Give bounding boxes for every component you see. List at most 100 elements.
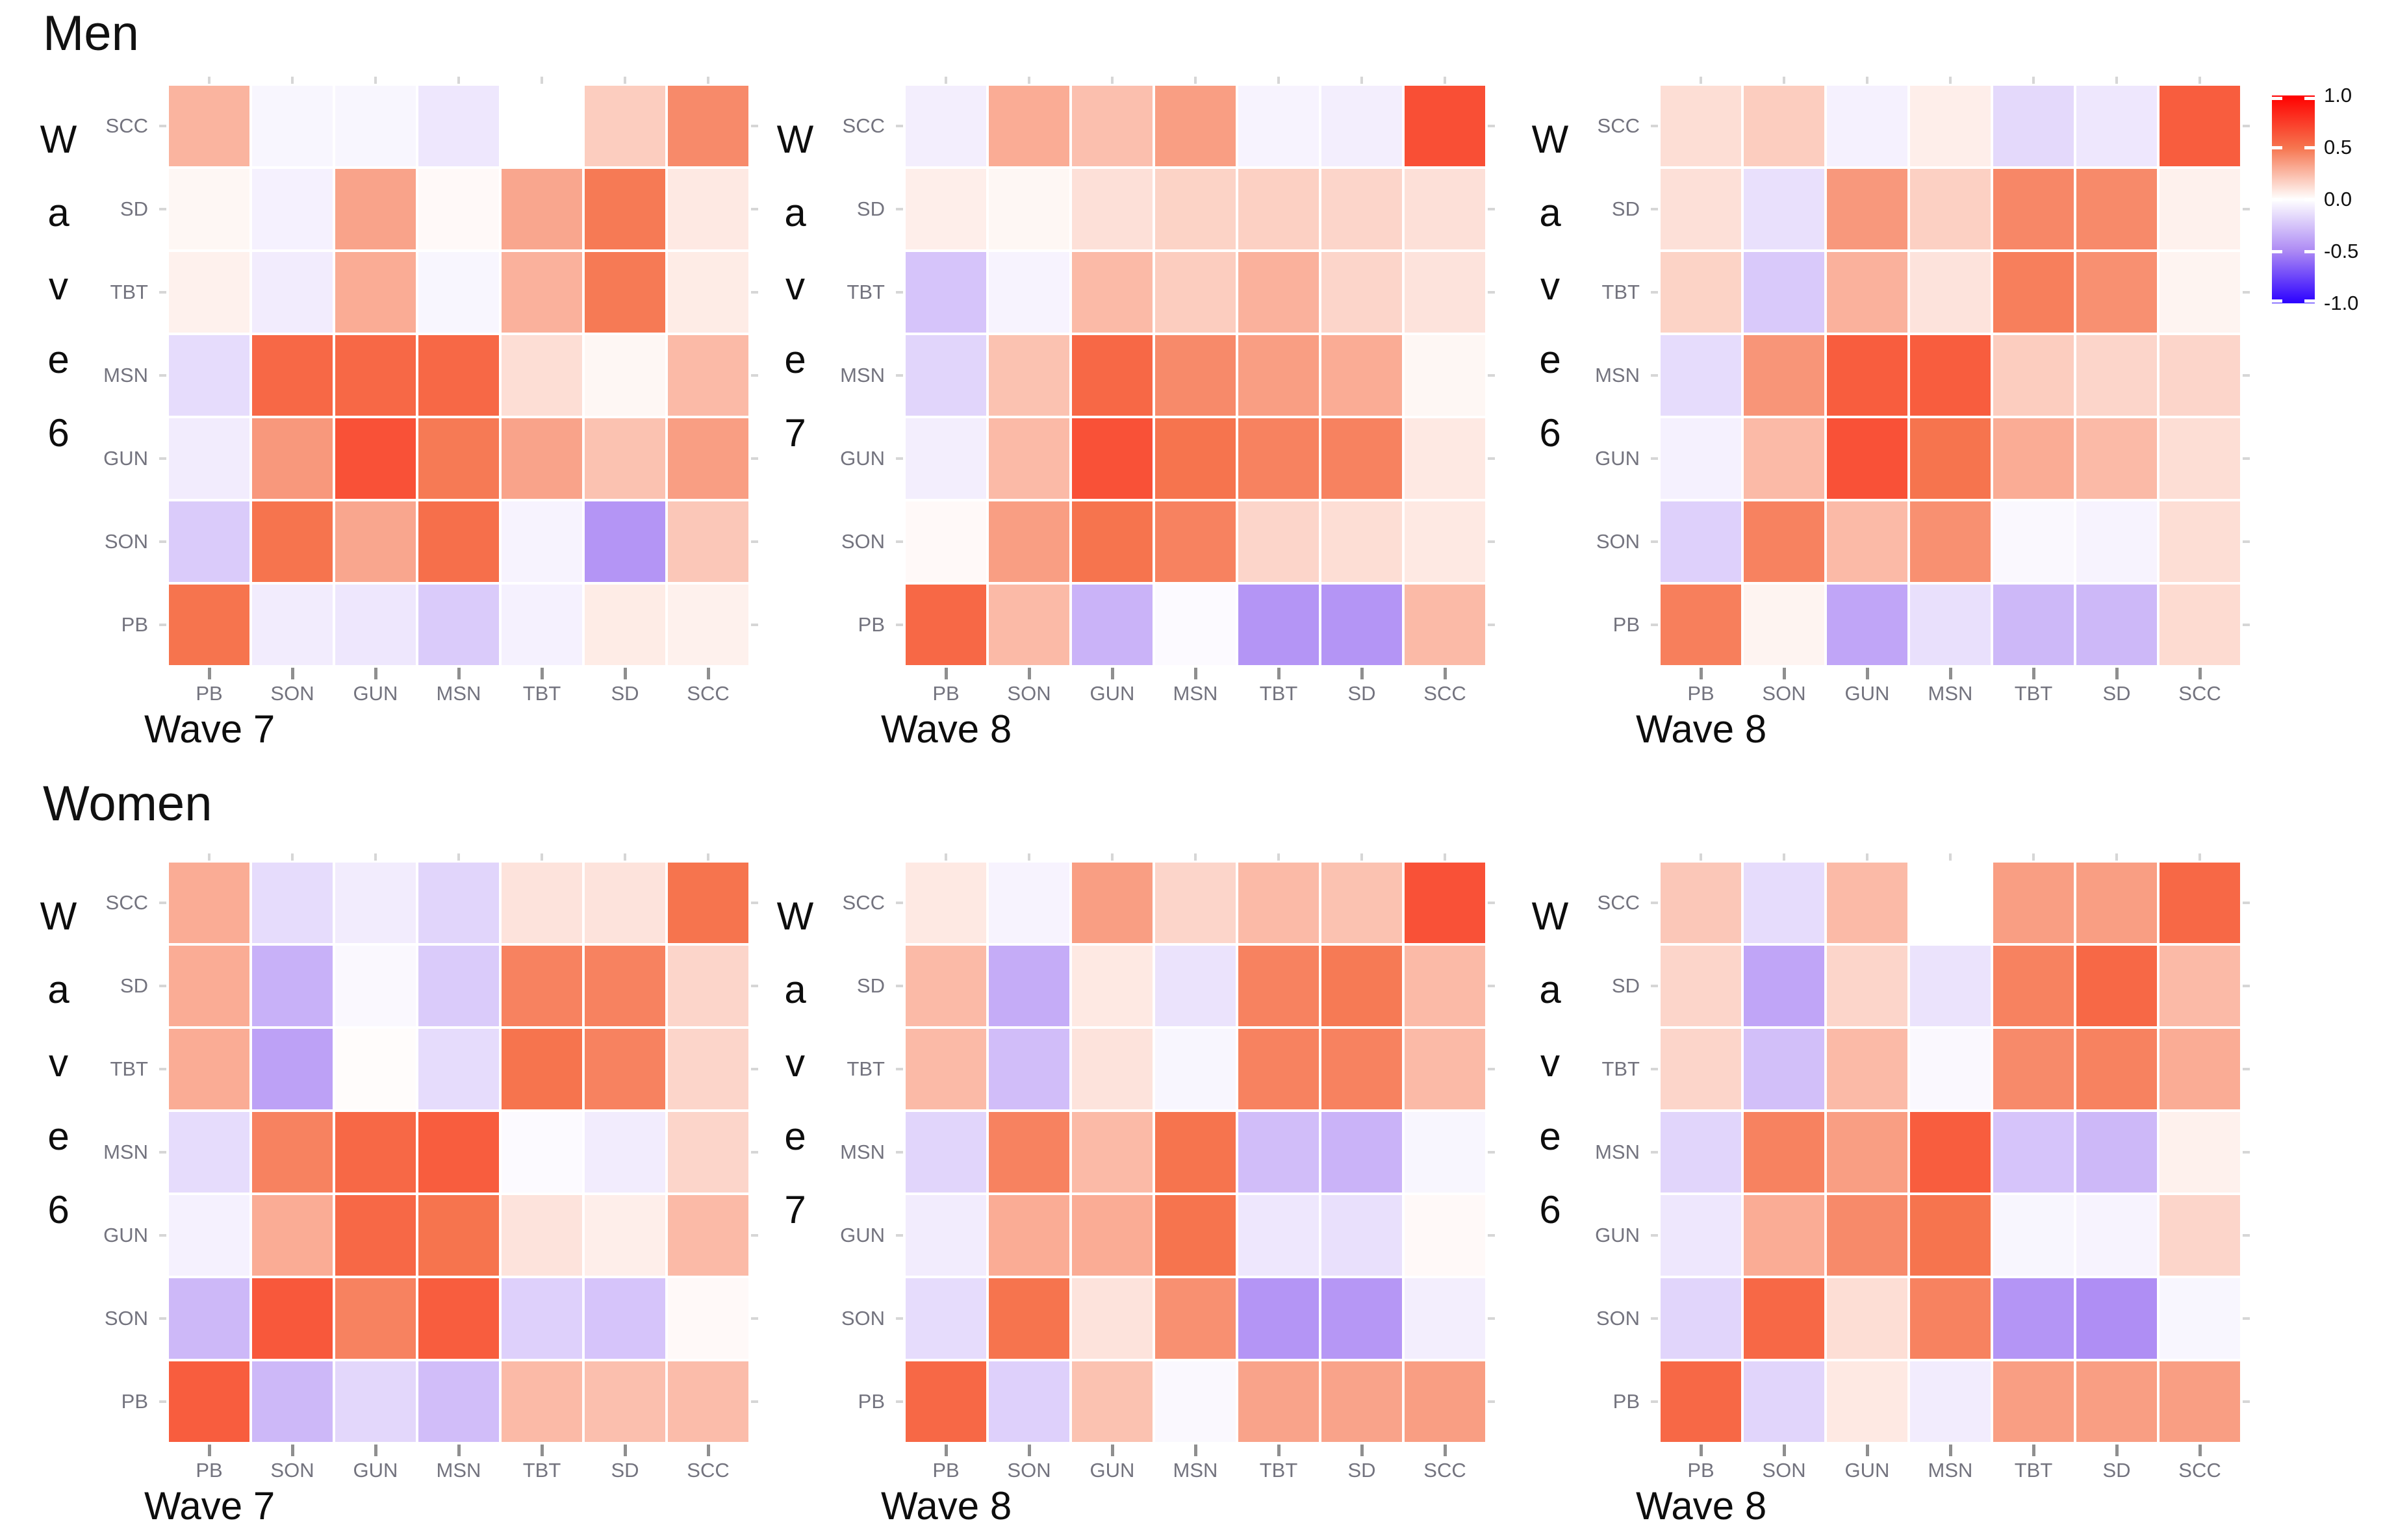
x-tick-label-sd: SD [1347,682,1376,705]
heatmap-cell [418,501,499,582]
heatmap-cell [2076,169,2157,249]
heatmap-cell [2076,1195,2157,1276]
x-tick-label-son: SON [1007,682,1051,705]
heatmap-cell [906,946,986,1026]
heatmap-cell [906,1361,986,1442]
heatmap-cell [1827,1112,1907,1193]
heatmap-cell [1072,335,1153,416]
heatmap-cell [169,863,249,943]
heatmap-cell [1744,1112,1824,1193]
y-tick-label-son: SON [841,530,885,553]
heatmap-cell [1405,1029,1485,1109]
heatmap-cell [335,946,416,1026]
heatmap-cell [252,946,333,1026]
heatmap-cell [252,1278,333,1359]
heatmap-cell [1321,585,1402,665]
axis-tick-mark [751,624,758,626]
heatmap-cell [252,863,333,943]
heatmap-cell [169,169,249,249]
heatmap-cell [1827,863,1907,943]
section-title-men: Men [43,6,139,61]
heatmap-cell [252,585,333,665]
heatmap-cell [2076,1361,2157,1442]
heatmap-cell [1155,946,1236,1026]
axis-tick-mark [541,853,543,861]
y-tick-label-pb: PB [121,1390,148,1413]
axis-tick-mark [945,77,947,84]
heatmap-cell [906,1112,986,1193]
y-axis-wave-letter: W [776,118,814,161]
axis-tick-mark [1488,1234,1495,1237]
x-tick-label-gun: GUN [1090,1459,1135,1482]
axis-tick-mark [624,1445,627,1456]
heatmap-cell [1661,86,1741,166]
axis-tick-mark [1651,540,1658,543]
axis-tick-mark [1866,853,1868,861]
axis-tick-mark [1651,1234,1658,1237]
heatmap-cell [1155,1278,1236,1359]
heatmap-cell [502,863,582,943]
heatmap-cell [2076,585,2157,665]
axis-tick-mark [1111,77,1114,84]
axis-tick-mark [1111,853,1114,861]
axis-tick-mark [707,853,709,861]
x-axis-wave-label: Wave 8 [1636,1484,1767,1528]
heatmap-cell [502,1112,582,1193]
axis-tick-mark [896,1317,903,1320]
heatmap-cell [989,946,1069,1026]
axis-tick-mark [945,668,948,679]
heatmap-cell [1827,1195,1907,1276]
heatmap-cell [1238,501,1319,582]
axis-tick-mark [159,540,166,543]
heatmap-cell [1993,501,2074,582]
heatmap-cell [906,86,986,166]
heatmap-cell [2160,252,2240,333]
heatmap-cell [2076,1278,2157,1359]
heatmap-cell [1155,252,1236,333]
axis-tick-mark [896,1234,903,1237]
heatmap-cell [668,1278,748,1359]
heatmap-cell [418,169,499,249]
heatmap-cell [585,1029,665,1109]
axis-tick-mark [1700,853,1702,861]
heatmap-cell [1993,863,2074,943]
y-tick-label-tbt: TBT [110,281,148,303]
heatmap-cell [989,335,1069,416]
x-tick-label-sd: SD [1347,1459,1376,1482]
legend-tick-mark [2272,97,2282,100]
heatmap-cell [502,1195,582,1276]
heatmap-cell [335,1029,416,1109]
x-tick-label-sd: SD [611,682,639,705]
axis-tick-mark [1866,1445,1869,1456]
heatmap-cell [169,252,249,333]
axis-tick-mark [1700,77,1702,84]
y-tick-label-scc: SCC [842,114,885,137]
heatmap-cell [1238,252,1319,333]
axis-tick-mark [2032,1445,2035,1456]
heatmap-cell [1910,335,1991,416]
x-tick-label-tbt: TBT [1259,1459,1298,1482]
axis-tick-mark [896,1068,903,1070]
heatmap-cell [668,169,748,249]
axis-tick-mark [1700,668,1703,679]
axis-tick-mark [159,1317,166,1320]
axis-tick-mark [2032,853,2035,861]
heatmap-cell [1405,1112,1485,1193]
heatmap-cell [418,1195,499,1276]
heatmap-cell [668,1361,748,1442]
heatmap-cell [1744,1195,1824,1276]
heatmap-cell [906,169,986,249]
axis-tick-mark [208,77,210,84]
heatmap-cell [1910,1278,1991,1359]
heatmap-cell [1910,418,1991,499]
y-tick-label-gun: GUN [840,447,885,470]
heatmap-cell [1321,1361,1402,1442]
y-tick-label-tbt: TBT [1601,1057,1640,1080]
x-tick-label-pb: PB [1687,1459,1714,1482]
heatmap-cell [252,1112,333,1193]
axis-tick-mark [208,668,211,679]
axis-tick-mark [1651,374,1658,377]
legend-tick-mark [2272,146,2282,149]
